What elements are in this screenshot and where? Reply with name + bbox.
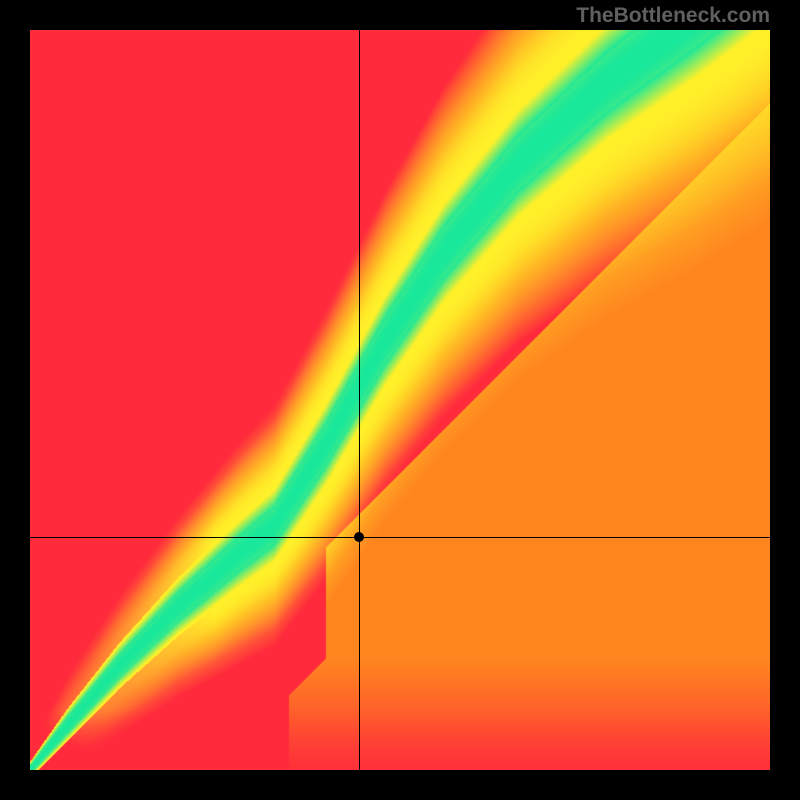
crosshair-marker (354, 532, 364, 542)
watermark-text: TheBottleneck.com (576, 4, 770, 28)
heatmap-plot (30, 30, 770, 770)
heatmap-canvas (30, 30, 770, 770)
crosshair-vertical (359, 30, 360, 770)
crosshair-horizontal (30, 537, 770, 538)
